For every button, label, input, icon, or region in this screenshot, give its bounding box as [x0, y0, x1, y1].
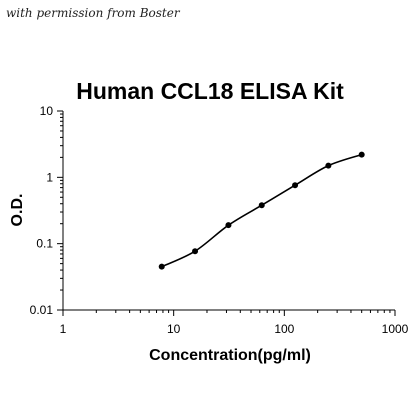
- x-axis-ticks: 1 10 100 1000: [60, 310, 409, 336]
- y-axis-label: O.D.: [9, 194, 26, 227]
- x-tick-label: 1000: [382, 322, 409, 336]
- x-tick-label: 1: [60, 322, 67, 336]
- axes: [62, 111, 395, 311]
- x-tick-label: 100: [274, 322, 294, 336]
- y-tick-label: 0.01: [30, 303, 54, 317]
- data-point: [325, 162, 332, 169]
- data-point: [158, 263, 165, 270]
- data-point: [292, 182, 299, 189]
- x-axis-label: Concentration(pg/ml): [149, 347, 311, 364]
- y-tick-label: 1: [46, 170, 53, 184]
- data-point: [358, 151, 365, 158]
- y-tick-label: 0.1: [36, 237, 53, 251]
- y-axis-ticks: 0.01 0.1 1 10: [30, 104, 63, 317]
- y-tick-label: 10: [40, 104, 54, 118]
- data-point: [258, 202, 265, 209]
- chart-title: Human CCL18 ELISA Kit: [76, 78, 344, 104]
- x-tick-label: 10: [167, 322, 181, 336]
- fit-curve: [161, 153, 362, 268]
- data-points: [158, 151, 365, 270]
- data-point: [225, 222, 232, 229]
- permission-watermark: with permission from Boster: [6, 6, 180, 20]
- data-point: [192, 248, 199, 255]
